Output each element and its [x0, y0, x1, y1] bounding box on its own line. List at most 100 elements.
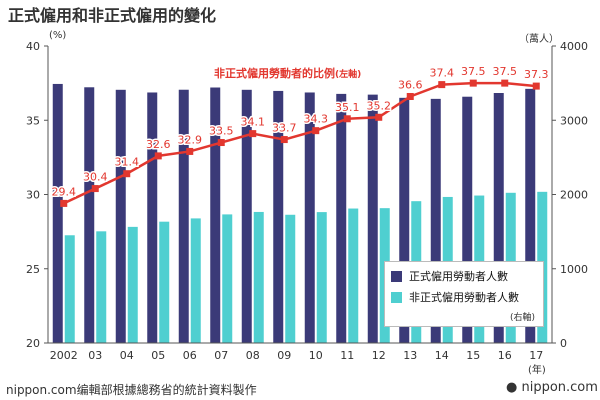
nonregular-bar — [127, 226, 138, 343]
left-tick-label: 30 — [26, 189, 40, 202]
nonregular-bar — [285, 214, 296, 343]
ratio-point — [438, 81, 446, 89]
left-axis-unit: (%) — [49, 30, 67, 41]
legend-swatch-regular — [391, 270, 402, 282]
nonregular-bar — [190, 218, 201, 343]
brand-text: nippon.com — [521, 380, 598, 395]
ratio-point — [60, 199, 68, 207]
right-tick-label: 3000 — [560, 114, 588, 127]
ratio-data-label: 32.6 — [146, 138, 171, 151]
x-tick-label: 2002 — [50, 349, 78, 362]
ratio-data-label: 32.9 — [178, 133, 203, 146]
ratio-line-axis-note: (左軸) — [335, 70, 362, 80]
x-axis-unit: (年) — [528, 365, 546, 376]
ratio-data-label: 36.6 — [398, 78, 423, 91]
left-tick-label: 25 — [26, 263, 40, 276]
x-tick-label: 03 — [88, 349, 102, 362]
regular-bar — [210, 87, 221, 343]
ratio-point — [217, 139, 225, 147]
ratio-point — [501, 79, 509, 87]
right-axis-unit: （萬人） — [519, 34, 559, 45]
regular-bar — [84, 87, 95, 344]
x-tick-label: 12 — [372, 349, 386, 362]
legend-label-nonregular: 非正式僱用勞動者人數 — [409, 291, 519, 304]
x-tick-label: 07 — [214, 349, 228, 362]
x-tick-label: 10 — [309, 349, 323, 362]
nonregular-bar — [253, 211, 264, 343]
left-tick-label: 20 — [26, 337, 40, 350]
nonregular-bar — [96, 231, 107, 343]
regular-bar — [430, 98, 441, 343]
ratio-line — [63, 81, 537, 205]
ratio-data-label: 30.4 — [83, 171, 108, 184]
ratio-data-label: 33.5 — [209, 125, 234, 138]
regular-bar — [367, 94, 378, 343]
right-tick-label: 0 — [560, 337, 567, 350]
x-tick-label: 08 — [246, 349, 260, 362]
nonregular-bar — [348, 208, 359, 343]
regular-bar — [462, 96, 473, 343]
ratio-point — [91, 185, 99, 193]
ratio-data-label: 34.1 — [241, 116, 266, 129]
legend-item-regular: 正式僱用勞動者人數 — [391, 268, 508, 284]
regular-bar — [525, 88, 536, 343]
ratio-data-label: 37.4 — [430, 67, 455, 80]
source-note: nippon.com编輯部根據總務省的統計資料製作 — [6, 383, 257, 397]
ratio-data-label: 29.4 — [52, 185, 77, 198]
x-tick-label: 14 — [435, 349, 449, 362]
ratio-point — [375, 113, 383, 121]
ratio-data-label: 37.5 — [461, 65, 486, 78]
ratio-data-label: 34.3 — [304, 113, 329, 126]
ratio-point — [343, 115, 351, 123]
x-tick-label: 06 — [183, 349, 197, 362]
ratio-data-label: 31.4 — [115, 156, 140, 169]
ratio-point — [123, 170, 131, 178]
ratio-point — [532, 82, 540, 90]
x-tick-label: 04 — [120, 349, 134, 362]
ratio-data-label: 37.3 — [524, 68, 549, 81]
ratio-line-label: 非正式僱用勞動者的比例(左軸) — [214, 65, 361, 81]
ratio-line-label-text: 非正式僱用勞動者的比例 — [214, 67, 335, 80]
ratio-point — [406, 92, 414, 100]
regular-bar — [304, 92, 315, 343]
nonregular-bar — [64, 235, 75, 343]
ratio-point — [249, 130, 257, 138]
ratio-point — [154, 152, 162, 160]
x-tick-label: 09 — [277, 349, 291, 362]
right-tick-label: 2000 — [560, 189, 588, 202]
regular-bar — [241, 89, 252, 344]
legend-label-regular: 正式僱用勞動者人數 — [409, 270, 508, 283]
right-tick-label: 1000 — [560, 263, 588, 276]
ratio-point — [280, 136, 288, 144]
regular-bar — [147, 92, 158, 343]
x-tick-label: 16 — [498, 349, 512, 362]
ratio-data-label: 33.7 — [272, 122, 297, 135]
brand-logo: ● nippon.com — [506, 380, 598, 395]
x-tick-label: 11 — [340, 349, 354, 362]
x-tick-label: 05 — [151, 349, 165, 362]
ratio-point — [469, 79, 477, 87]
ratio-point — [186, 147, 194, 155]
x-tick-label: 15 — [466, 349, 480, 362]
ratio-data-label: 35.1 — [335, 101, 360, 114]
ratio-data-label: 37.5 — [493, 65, 518, 78]
nonregular-bar — [222, 214, 233, 343]
legend-axis-note: (右軸) — [509, 313, 535, 323]
chart-title: 正式僱用和非正式僱用的變化 — [8, 6, 217, 25]
nonregular-bar — [159, 221, 170, 343]
right-tick-label: 4000 — [560, 40, 588, 53]
nonregular-bar — [316, 212, 327, 343]
left-tick-label: 35 — [26, 114, 40, 127]
ratio-data-label: 35.2 — [367, 99, 392, 112]
legend-swatch-nonregular — [391, 291, 402, 303]
chart-legend: 正式僱用勞動者人數 非正式僱用勞動者人數 (右軸) — [384, 261, 544, 327]
left-tick-label: 40 — [26, 40, 40, 53]
regular-bar — [178, 89, 189, 344]
legend-item-nonregular: 非正式僱用勞動者人數 — [391, 289, 519, 305]
regular-bar — [52, 83, 63, 344]
x-tick-label: 13 — [403, 349, 417, 362]
ratio-point — [312, 127, 320, 135]
x-tick-label: 17 — [529, 349, 543, 362]
regular-bar — [273, 90, 284, 343]
